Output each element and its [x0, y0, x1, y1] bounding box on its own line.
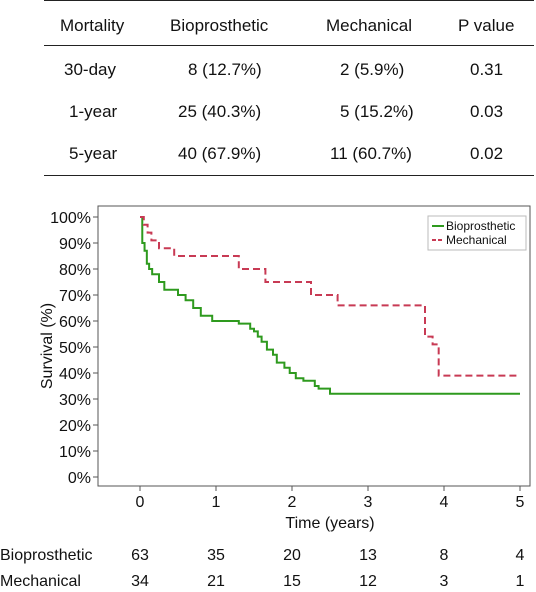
risk-value: 20 — [283, 547, 301, 564]
row-1year-p-value: 0.03 — [470, 102, 504, 121]
series-line-mechanical — [140, 216, 520, 377]
series-layer — [140, 216, 520, 395]
risk-value: 15 — [283, 573, 301, 590]
y-tick-label: 60% — [59, 314, 91, 331]
table-top-rule — [44, 0, 534, 1]
y-tick-label: 40% — [59, 366, 91, 383]
row-30day-mechanical: 2 (5.9%) — [340, 60, 405, 79]
header-p-value: P value — [458, 16, 515, 35]
row-30day-p-value: 0.31 — [470, 60, 504, 79]
y-tick-label: 10% — [59, 444, 91, 461]
legend-label-mechanical: Mechanical — [446, 233, 507, 247]
risk-value: 3 — [440, 573, 449, 590]
x-tick-label: 4 — [440, 494, 449, 511]
table-header-rule — [44, 45, 534, 46]
table-bottom-rule — [44, 175, 534, 176]
y-tick-label: 80% — [59, 262, 91, 279]
risk-value: 21 — [207, 573, 225, 590]
y-tick-label: 70% — [59, 288, 91, 305]
plot-frame — [97, 205, 531, 487]
row-1year-mechanical: 5 (15.2%) — [340, 102, 414, 121]
risk-value: 34 — [131, 573, 149, 590]
y-tick-label: 30% — [59, 392, 91, 409]
header-mortality: Mortality — [60, 16, 125, 35]
series-line-bioprosthetic — [140, 216, 520, 395]
risk-value: 4 — [516, 547, 525, 564]
y-tick-label: 20% — [59, 418, 91, 435]
survival-chart: 0%10%20%30%40%50%60%70%80%90%100%0 1 2 3 4 5T… — [0, 205, 531, 590]
x-tick-label: 3 — [364, 494, 373, 511]
risk-row-label: Bioprosthetic — [0, 547, 93, 564]
risk-value: 35 — [207, 547, 225, 564]
row-5year-label: 5-year — [69, 144, 118, 163]
x-tick-label: 0 — [136, 494, 145, 511]
mortality-table: Mortality Bioprosthetic Mechanical P val… — [44, 0, 534, 176]
x-tick-label: 2 — [288, 494, 297, 511]
y-tick-label: 100% — [50, 210, 91, 227]
axes: 0% 10% 20% 30% 40% 50% 60% 70% 80% 90% 100% 0 1 2 3 4 5 T… — [39, 205, 531, 532]
risk-value: 1 — [516, 573, 525, 590]
risk-value: 63 — [131, 547, 149, 564]
y-tick-label: 0% — [68, 470, 91, 487]
header-mechanical: Mechanical — [326, 16, 412, 35]
x-axis-label: Time (years) — [285, 515, 374, 532]
risk-value: 13 — [359, 547, 377, 564]
legend-label-bioprosthetic: Bioprosthetic — [446, 219, 515, 233]
x-tick-label: 1 — [212, 494, 221, 511]
row-30day-label: 30-day — [64, 60, 116, 79]
legend-box — [427, 215, 527, 251]
y-tick-label: 90% — [59, 236, 91, 253]
risk-value: 8 — [440, 547, 449, 564]
risk-row-label: Mechanical — [0, 573, 81, 590]
header-bioprosthetic: Bioprosthetic — [170, 16, 269, 35]
row-30day-bioprosthetic: 8 (12.7%) — [188, 60, 262, 79]
row-1year-bioprosthetic: 25 (40.3%) — [178, 102, 262, 121]
y-tick-label: 50% — [59, 340, 91, 357]
row-1year-label: 1-year — [69, 102, 118, 121]
x-tick-label: 5 — [516, 494, 525, 511]
y-axis-label: Survival (%) — [39, 303, 56, 389]
row-5year-bioprosthetic: 40 (67.9%) — [178, 144, 262, 163]
row-5year-p-value: 0.02 — [470, 144, 504, 163]
risk-value: 12 — [359, 573, 377, 590]
row-5year-mechanical: 11 (60.7%) — [330, 144, 412, 163]
